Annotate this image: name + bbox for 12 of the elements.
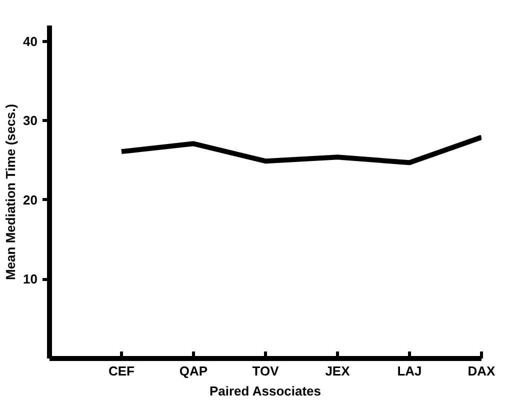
- x-tick-label: CEF: [108, 364, 135, 378]
- y-tick-label: 40: [23, 34, 38, 49]
- y-tick-label: 10: [23, 272, 38, 287]
- y-tick-label: 20: [23, 192, 38, 208]
- x-tick-label: JEX: [325, 364, 350, 378]
- x-tick-label: TOV: [252, 364, 280, 378]
- x-tick-label: DAX: [468, 364, 496, 378]
- y-tick-label: 30: [23, 113, 38, 128]
- x-tick-label: QAP: [179, 364, 208, 378]
- x-axis-title: Paired Associates: [210, 384, 322, 398]
- x-tick-label: LAJ: [397, 364, 422, 378]
- y-axis-title: Mean Mediation Time (secs.): [3, 104, 18, 280]
